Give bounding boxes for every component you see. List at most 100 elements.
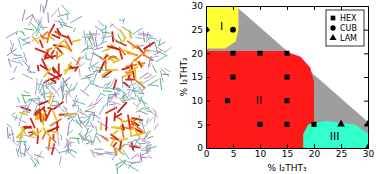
tick-mark xyxy=(206,148,210,149)
molecule-stick xyxy=(98,21,104,26)
molecule-stick xyxy=(85,58,90,60)
molecule-stick xyxy=(114,131,118,134)
molecule-stick xyxy=(164,69,170,72)
molecule-stick xyxy=(115,92,116,98)
molecule-stick xyxy=(12,112,15,115)
tick-mark xyxy=(341,6,342,10)
molecule-stick xyxy=(90,150,95,158)
molecule-stick xyxy=(66,149,68,154)
molecule-stick xyxy=(136,37,145,39)
molecule-stick xyxy=(133,133,146,136)
tick: 15 xyxy=(282,144,293,159)
molecule-stick xyxy=(156,56,166,62)
molecule-stick xyxy=(86,76,91,82)
molecule-stick xyxy=(66,92,67,103)
molecule-stick xyxy=(153,109,158,118)
molecule-stick xyxy=(124,144,137,145)
molecule-stick xyxy=(142,80,148,84)
molecule-stick xyxy=(25,126,32,129)
molecule-stick xyxy=(155,38,158,41)
molecule-stick xyxy=(47,33,49,42)
legend-label: HEX xyxy=(340,14,357,23)
molecule-stick xyxy=(13,57,23,59)
molecule-stick xyxy=(120,30,125,38)
simulation-snapshot xyxy=(6,0,172,174)
molecule-stick xyxy=(37,114,39,119)
molecule-stick xyxy=(16,149,18,157)
molecule-stick xyxy=(138,85,144,95)
molecule-stick xyxy=(144,43,154,49)
molecule-stick xyxy=(73,40,80,42)
legend-marker xyxy=(330,25,335,30)
molecule-stick xyxy=(145,56,153,60)
molecule-stick xyxy=(102,76,110,78)
molecule-stick xyxy=(139,115,140,124)
molecule-stick xyxy=(79,116,90,118)
phase-region xyxy=(206,6,368,148)
molecule-stick xyxy=(99,106,104,114)
molecule-stick xyxy=(17,97,19,102)
molecule-stick xyxy=(90,83,99,86)
tick-mark xyxy=(364,148,368,149)
molecule-stick xyxy=(22,95,30,96)
molecule-stick xyxy=(92,53,103,59)
molecule-stick xyxy=(98,121,108,127)
molecule-stick xyxy=(73,120,81,126)
tick-label: 25 xyxy=(336,149,347,159)
molecule-stick xyxy=(105,49,110,51)
molecule-stick xyxy=(92,34,95,46)
tick-label: 30 xyxy=(363,149,375,159)
molecule-stick xyxy=(12,44,14,51)
molecule-stick xyxy=(68,116,71,120)
molecule-stick xyxy=(16,105,27,106)
molecule-stick xyxy=(114,106,117,110)
molecule-stick xyxy=(117,88,121,90)
molecule-stick xyxy=(103,91,111,92)
molecule-stick xyxy=(61,109,64,112)
tick-mark xyxy=(341,144,342,148)
molecule-stick xyxy=(102,32,106,43)
molecule-stick xyxy=(108,46,119,49)
tick: 30 xyxy=(192,1,210,11)
molecule-stick xyxy=(104,63,106,69)
molecule-stick xyxy=(32,15,39,25)
plot-area xyxy=(206,6,368,148)
y-axis-title: % I₂THT₂ xyxy=(179,57,189,96)
molecule-stick xyxy=(74,99,78,106)
molecule-stick xyxy=(111,78,115,86)
molecule-stick xyxy=(128,163,132,168)
molecule-stick xyxy=(6,32,16,38)
tick-label: 0 xyxy=(204,149,210,159)
molecule-stick xyxy=(143,32,144,42)
tick-label: 20 xyxy=(192,49,204,59)
region-label: I xyxy=(220,20,223,33)
tick xyxy=(364,101,368,102)
molecule-stick xyxy=(65,63,71,74)
molecule-stick xyxy=(51,119,61,125)
region-label: II xyxy=(256,94,263,107)
molecule-stick xyxy=(19,60,22,66)
molecule-stick xyxy=(9,137,17,146)
molecule-stick xyxy=(142,145,152,150)
tick: 10 xyxy=(192,96,210,106)
molecule-stick xyxy=(154,124,158,130)
molecule-stick xyxy=(73,100,85,104)
molecule-stick xyxy=(33,130,36,134)
molecule-stick xyxy=(139,62,141,67)
molecule-stick xyxy=(122,120,133,122)
tick-mark xyxy=(364,101,368,102)
molecule-stick xyxy=(35,85,37,95)
molecule-stick xyxy=(165,47,171,52)
molecule-stick xyxy=(42,119,45,125)
tick: 5 xyxy=(231,144,237,159)
molecule-stick xyxy=(121,94,127,99)
tick-mark xyxy=(206,6,210,7)
tick: 0 xyxy=(197,143,210,153)
tick-mark xyxy=(206,30,210,31)
molecule-stick xyxy=(58,8,60,15)
legend-marker xyxy=(329,34,336,40)
molecule-stick xyxy=(20,128,24,138)
molecule-stick xyxy=(53,101,57,102)
molecule-stick xyxy=(119,48,125,55)
molecule-stick xyxy=(87,125,94,126)
